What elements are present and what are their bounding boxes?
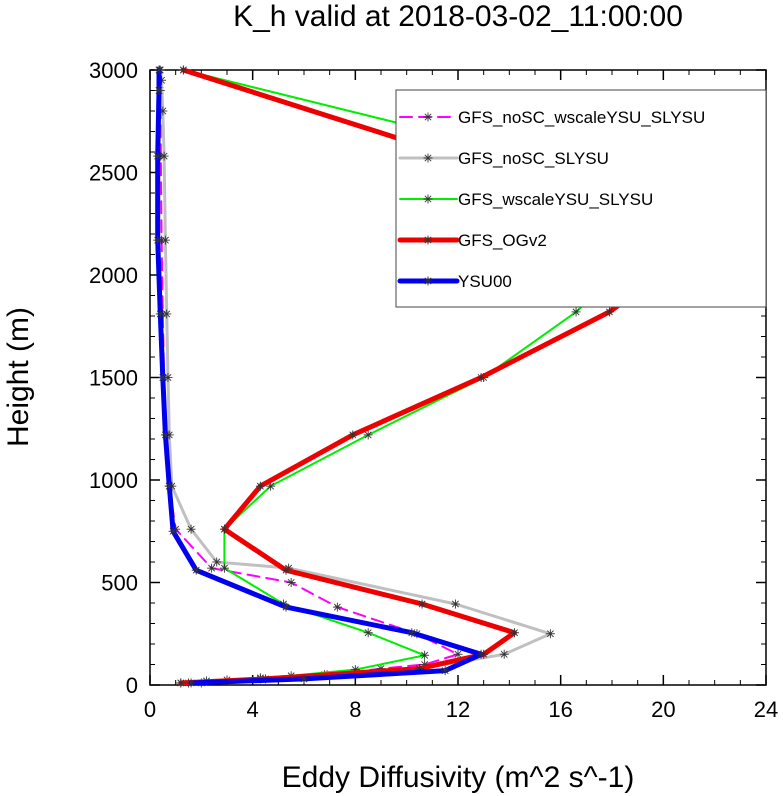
y-tick-label: 1500 — [89, 366, 138, 391]
y-tick-label: 1000 — [89, 468, 138, 493]
data-point — [186, 678, 196, 688]
legend-label: GFS_OGv2 — [458, 231, 547, 250]
legend-marker — [423, 276, 433, 286]
data-point — [363, 628, 373, 638]
data-point — [164, 481, 174, 491]
x-tick-label: 12 — [446, 697, 470, 722]
data-point — [348, 430, 358, 440]
legend-item: GFS_noSC_wscaleYSU_SLYSU — [399, 108, 705, 127]
data-point — [407, 628, 417, 638]
data-point — [476, 649, 486, 659]
data-point — [154, 86, 164, 95]
legend: GFS_noSC_wscaleYSU_SLYSU GFS_noSC_SLYSU GF… — [395, 89, 767, 308]
data-point — [420, 650, 430, 660]
legend-marker — [423, 153, 433, 163]
data-point — [212, 557, 222, 567]
data-point — [207, 563, 217, 573]
data-point — [363, 430, 373, 440]
y-axis-title: Height (m) — [2, 307, 35, 447]
data-point — [191, 565, 201, 575]
data-point — [162, 309, 172, 319]
x-tick-label: 8 — [349, 697, 361, 722]
data-point — [154, 65, 164, 75]
series-line — [155, 67, 484, 686]
y-tick-label: 2000 — [89, 263, 138, 288]
data-point — [476, 373, 486, 382]
legend-marker — [423, 194, 433, 204]
x-tick-label: 4 — [247, 697, 259, 722]
data-point — [176, 678, 186, 688]
y-tick-label: 500 — [101, 571, 138, 596]
data-point — [509, 628, 519, 638]
y-tick-label: 2500 — [89, 161, 138, 186]
series-line — [178, 67, 715, 686]
series-layer — [153, 65, 717, 688]
data-point — [604, 307, 614, 317]
legend-label: GFS_noSC_wscaleYSU_SLYSU — [458, 108, 705, 127]
legend-item: GFS_noSC_SLYSU — [398, 149, 609, 168]
legend-marker — [423, 235, 433, 245]
legend-item: YSU00 — [397, 272, 512, 291]
data-point — [155, 309, 165, 319]
data-point — [545, 629, 555, 639]
x-axis: 0 4 8 12 16 20 24 — [144, 70, 778, 722]
data-point — [158, 373, 168, 382]
data-point — [186, 524, 196, 534]
data-point — [453, 649, 463, 659]
data-point — [281, 565, 291, 575]
data-point — [286, 578, 296, 587]
data-point — [219, 563, 229, 573]
data-point — [281, 602, 291, 612]
data-point — [299, 674, 309, 684]
x-tick-label: 16 — [548, 697, 572, 722]
series-ysu00 — [153, 65, 486, 688]
data-point — [499, 649, 509, 659]
x-tick-label: 24 — [754, 697, 778, 722]
data-point — [160, 430, 170, 440]
data-point — [571, 307, 581, 317]
data-point — [159, 151, 169, 161]
legend-label: GFS_noSC_SLYSU — [458, 149, 609, 168]
y-axis: 0 500 1000 1500 2000 2500 3000 — [89, 58, 766, 698]
data-point — [219, 524, 229, 534]
y-tick-label: 3000 — [89, 58, 138, 83]
y-tick-label: 0 — [126, 673, 138, 698]
x-tick-label: 0 — [144, 697, 156, 722]
data-point — [450, 599, 460, 609]
data-point — [160, 235, 170, 245]
legend-marker — [423, 112, 433, 122]
chart-title: K_h valid at 2018-03-02_11:00:00 — [233, 0, 683, 33]
data-point — [332, 602, 342, 612]
data-point — [417, 599, 427, 609]
x-axis-title: Eddy Diffusivity (m^2 s^-1) — [282, 761, 635, 794]
data-point — [178, 65, 188, 75]
legend-item: GFS_wscaleYSU_SLYSU — [399, 190, 653, 209]
data-point — [153, 151, 163, 161]
legend-label: GFS_wscaleYSU_SLYSU — [458, 190, 653, 209]
data-point — [168, 526, 178, 536]
data-point — [440, 666, 450, 676]
data-point — [153, 235, 163, 245]
legend-label: YSU00 — [458, 272, 512, 291]
legend-item: GFS_OGv2 — [397, 231, 547, 250]
x-tick-label: 20 — [651, 697, 675, 722]
data-point — [255, 481, 265, 491]
